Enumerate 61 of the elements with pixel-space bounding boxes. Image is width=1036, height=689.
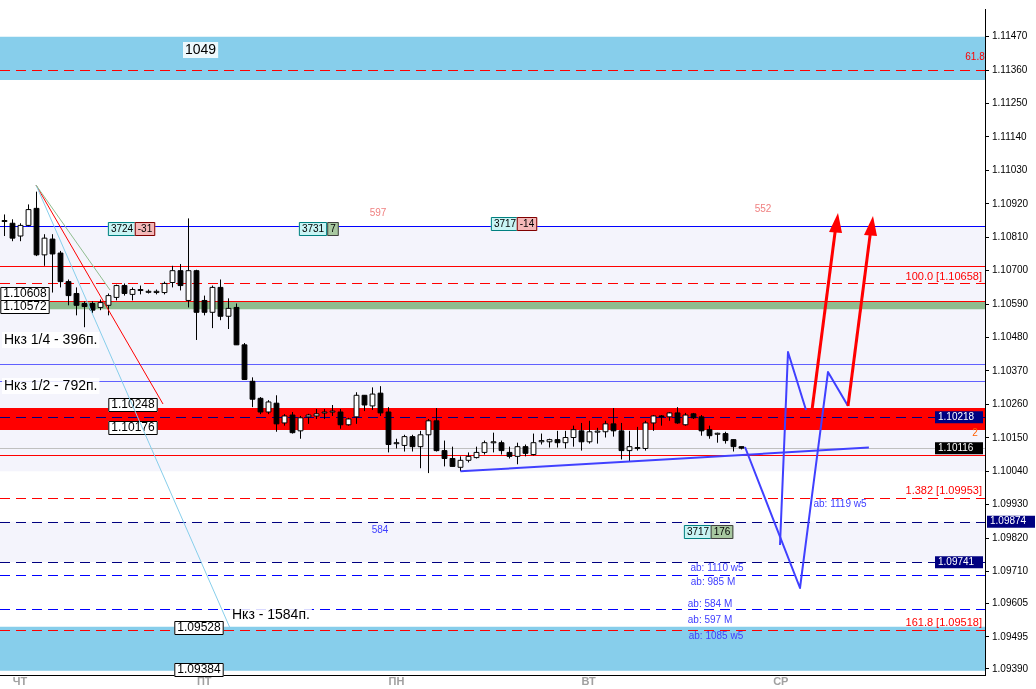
y-tick-label: 1.10590: [992, 297, 1029, 309]
annotation: 1.10608: [3, 286, 48, 301]
x-tick-label: СР: [773, 675, 789, 688]
annotation: 61.8: [965, 50, 986, 62]
annotation: 1.09528: [177, 620, 222, 635]
annotation: 3717: [686, 525, 710, 537]
annotation: ab: 584 M: [687, 597, 733, 609]
annotation: ab: 1110 w5: [690, 561, 744, 573]
annotation: ab: 1085 w5: [688, 629, 744, 641]
ref-line-label: 1.382 [1.09953]: [905, 484, 982, 497]
annotation: 176: [713, 525, 731, 537]
y-tick-label: 1.10040: [992, 465, 1029, 477]
ref-line-label: 1.10116: [938, 441, 974, 453]
y-tick-label: 1.09930: [992, 498, 1029, 510]
y-tick-label: 1.10480: [992, 331, 1029, 343]
x-tick-label: ПН: [388, 675, 405, 688]
x-tick-label: ПТ: [196, 675, 212, 688]
ref-line-label: 1.09874: [990, 515, 1027, 527]
y-tick-label: 1.09390: [992, 662, 1029, 674]
ref-line-label: 100.0 [1.10658]: [905, 269, 982, 282]
annotation: 3724: [110, 222, 134, 234]
annotation: 584: [371, 523, 389, 535]
annotation: 1.10176: [111, 420, 156, 435]
band-label: Нкз - 1584п.: [232, 605, 310, 622]
annotation: 2: [972, 426, 979, 438]
y-tick-label: 1.11360: [992, 63, 1028, 75]
ref-line-label: 1.10218: [938, 410, 975, 422]
annotation: 597: [369, 206, 387, 218]
y-tick-label: 1.09710: [992, 565, 1029, 577]
annotation: ab: 597 M: [687, 613, 733, 625]
y-tick-label: 1.10700: [992, 264, 1029, 276]
y-tick-label: 1.10260: [992, 398, 1029, 410]
annotation: -31: [137, 222, 153, 234]
y-tick-label: 1.11250: [992, 97, 1028, 109]
annotation: 1.10572: [3, 299, 48, 314]
y-tick-label: 1.10150: [992, 431, 1029, 443]
annotation: ab: 1119 w5: [813, 497, 867, 509]
band-label: 1049: [185, 40, 217, 57]
y-tick-label: 1.11140: [992, 130, 1028, 142]
annotation: 7: [330, 222, 337, 234]
band-label: Нкз 1/2 - 792п.: [4, 376, 98, 393]
ref-line-label: 161.8 [1.09518]: [905, 616, 982, 629]
y-tick-label: 1.09495: [992, 630, 1029, 642]
x-tick-label: ЧТ: [12, 675, 28, 688]
annotation: 552: [754, 202, 772, 214]
annotation: 3731: [301, 222, 325, 234]
ref-line-label: 1.09741: [938, 555, 975, 567]
x-tick-label: ВТ: [581, 675, 596, 688]
y-tick-label: 1.10810: [992, 230, 1029, 242]
annotation: 1.10248: [111, 397, 156, 412]
annotation: 1.09384: [177, 662, 222, 677]
annotation: -14: [519, 217, 535, 229]
annotation: 3717: [493, 217, 517, 229]
y-tick-label: 1.10920: [992, 197, 1029, 209]
y-tick-label: 1.09820: [992, 531, 1029, 543]
y-tick-label: 1.10370: [992, 364, 1029, 376]
y-tick-label: 1.11030: [992, 164, 1028, 176]
band-label: Нкз 1/4 - 396п.: [4, 330, 98, 347]
annotation: ab: 985 M: [690, 575, 736, 587]
y-tick-label: 1.09605: [992, 597, 1029, 609]
y-tick-label: 1.11470: [992, 30, 1028, 42]
